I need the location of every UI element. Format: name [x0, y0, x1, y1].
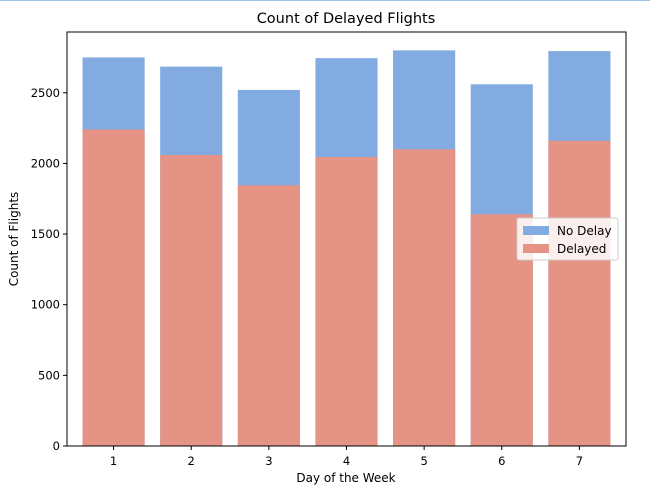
x-tick-label: 1 [110, 454, 117, 468]
x-axis-label: Day of the Week [296, 471, 395, 485]
x-tick-label: 2 [188, 454, 195, 468]
delayed-bar-day-3 [237, 185, 300, 446]
delayed-bar-day-2 [160, 154, 223, 446]
x-tick-label: 7 [576, 454, 583, 468]
y-axis-label: Count of Flights [7, 192, 21, 287]
y-axis: 0 500 1000 1500 2000 2500 [31, 86, 67, 453]
legend-label-delayed: Delayed [557, 242, 606, 256]
y-tick-label: 500 [38, 368, 60, 382]
legend: No Delay Delayed [516, 217, 619, 261]
window-top-rule [0, 0, 650, 1]
delayed-bar-day-5 [393, 149, 456, 446]
delayed-bar-day-4 [315, 157, 378, 447]
legend-label-no-delay: No Delay [557, 224, 612, 238]
legend-swatch-delayed [523, 244, 549, 253]
x-tick-label: 5 [420, 454, 427, 468]
delayed-series [82, 129, 611, 447]
delayed-bar-day-7 [548, 140, 611, 447]
x-tick-label: 6 [498, 454, 505, 468]
x-tick-label: 4 [343, 454, 350, 468]
legend-swatch-no-delay [523, 226, 549, 235]
chart-title: Count of Delayed Flights [257, 11, 436, 27]
y-tick-label: 0 [53, 439, 60, 453]
x-tick-label: 3 [265, 454, 272, 468]
y-tick-label: 2000 [31, 156, 60, 170]
y-tick-label: 1500 [31, 227, 60, 241]
y-tick-label: 2500 [31, 86, 60, 100]
x-axis: 1 2 3 4 5 6 7 [110, 446, 583, 468]
delayed-bar-day-1 [82, 129, 145, 447]
y-tick-label: 1000 [31, 298, 60, 312]
